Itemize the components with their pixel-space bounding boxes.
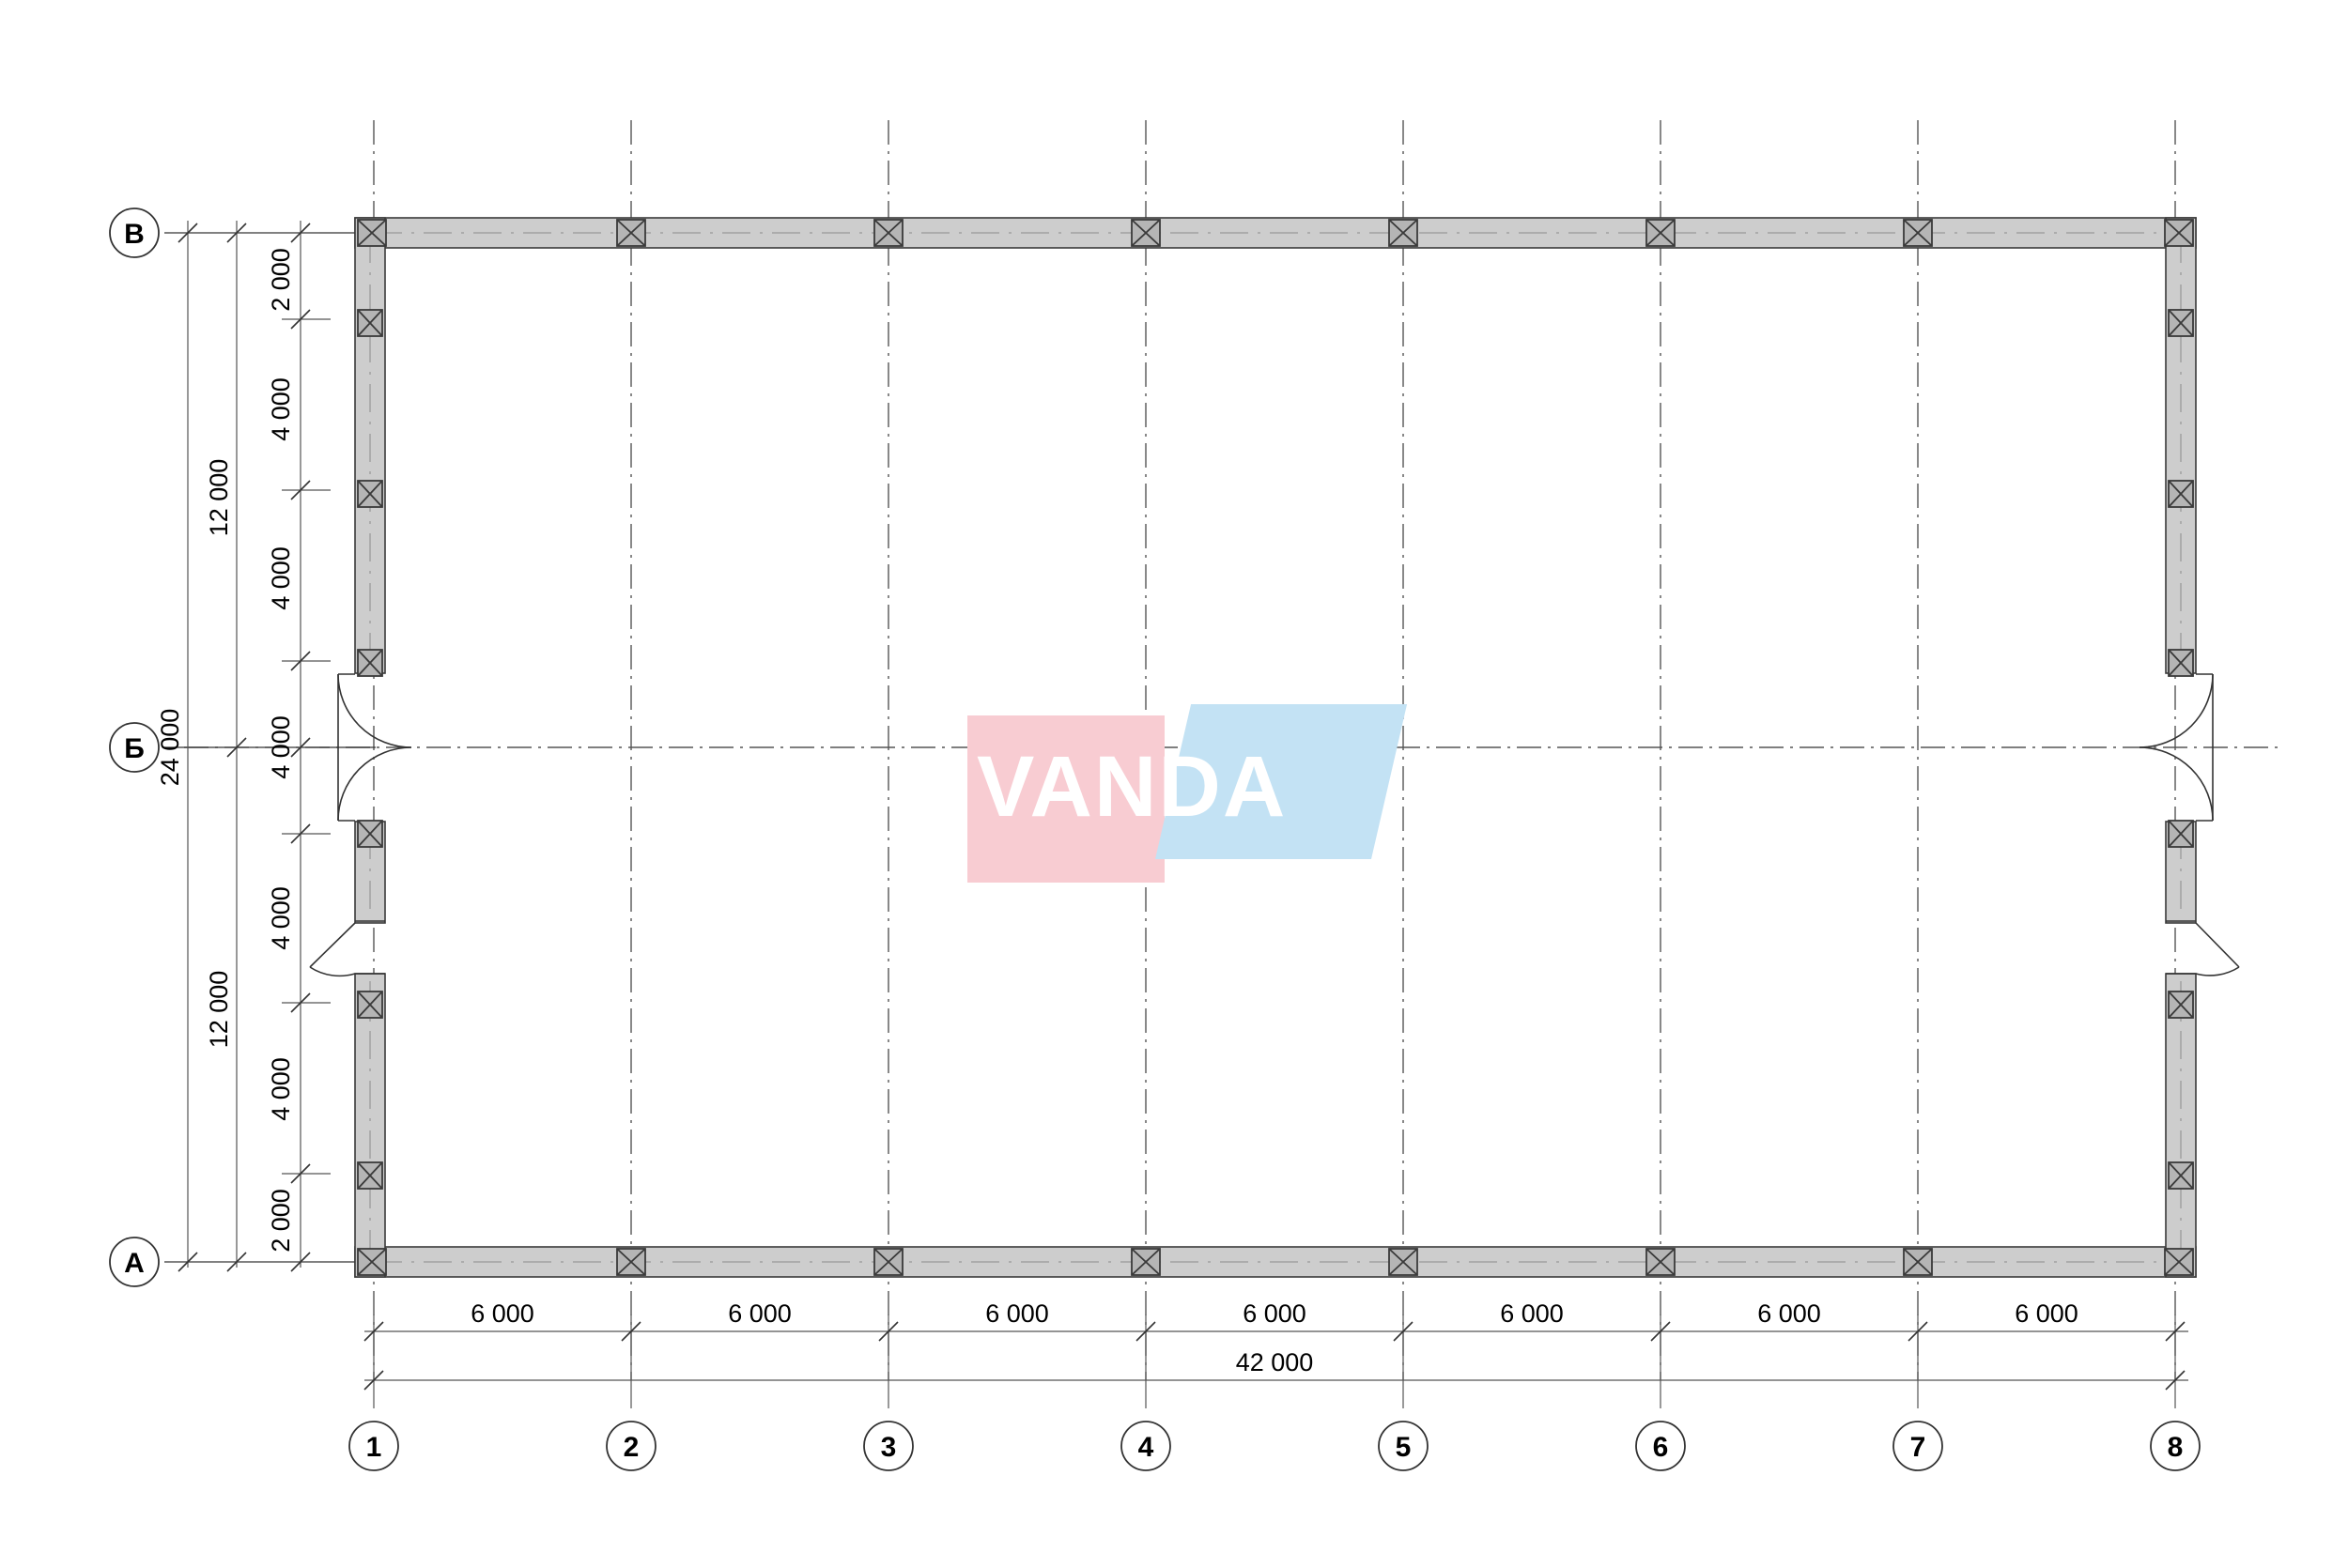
left-dim-inner-5: 4 000 [267, 1057, 295, 1121]
left-dim-inner-6: 2 000 [267, 1189, 295, 1253]
bottom-dim-6: 6 000 [2015, 1299, 2078, 1328]
left-dimension-labels: 2 000 4 000 4 000 4 000 4 000 4 000 2 00… [156, 248, 295, 1253]
bottom-dim-total: 42 000 [1236, 1348, 1314, 1376]
grid-column-label-8: 8 [2168, 1432, 2184, 1463]
grid-column-bubbles: 1 2 3 4 5 6 7 8 [348, 1421, 2201, 1471]
bottom-dim-3: 6 000 [1243, 1299, 1306, 1328]
left-dim-middle-1: 12 000 [205, 971, 233, 1049]
door-left-single [309, 920, 385, 977]
bottom-dimension-lines [364, 1314, 2188, 1408]
grid-column-label-2: 2 [624, 1432, 640, 1463]
bottom-dim-0: 6 000 [471, 1299, 534, 1328]
door-right-single [2166, 920, 2240, 976]
left-dim-middle-0: 12 000 [205, 459, 233, 537]
columns [357, 219, 2194, 1276]
grid-column-label-7: 7 [1910, 1432, 1926, 1463]
door-right-double [2139, 673, 2214, 822]
left-dim-inner-2: 4 000 [267, 546, 295, 610]
bottom-dimension-labels: 6 000 6 000 6 000 6 000 6 000 6 000 6 00… [471, 1299, 2078, 1376]
wall-centerlines [369, 232, 2182, 1269]
bottom-dim-2: 6 000 [985, 1299, 1049, 1328]
grid-row-label-В: В [124, 219, 145, 250]
door-left-double [337, 673, 412, 822]
left-dim-inner-1: 4 000 [267, 377, 295, 441]
grid-column-label-5: 5 [1396, 1432, 1412, 1463]
bottom-dim-1: 6 000 [728, 1299, 792, 1328]
grid-row-label-Б: Б [124, 733, 145, 764]
bottom-dimension-ticks [363, 1321, 2186, 1391]
left-dimension-ticks [178, 223, 311, 1272]
bottom-dim-5: 6 000 [1757, 1299, 1821, 1328]
left-dim-inner-4: 4 000 [267, 886, 295, 950]
grid-column-label-6: 6 [1653, 1432, 1669, 1463]
left-dim-inner-3: 4 000 [267, 715, 295, 779]
grid-column-label-3: 3 [881, 1432, 897, 1463]
bottom-dim-4: 6 000 [1500, 1299, 1564, 1328]
grid-lines [184, 120, 2282, 1380]
left-dim-inner-0: 2 000 [267, 248, 295, 312]
grid-column-label-1: 1 [366, 1432, 382, 1463]
left-dim-total: 24 000 [156, 709, 184, 787]
grid-row-label-А: А [124, 1248, 145, 1279]
grid-row-bubbles: В Б А [109, 208, 160, 1287]
grid-column-label-4: 4 [1138, 1432, 1154, 1463]
left-dimension-lines [169, 221, 331, 1268]
